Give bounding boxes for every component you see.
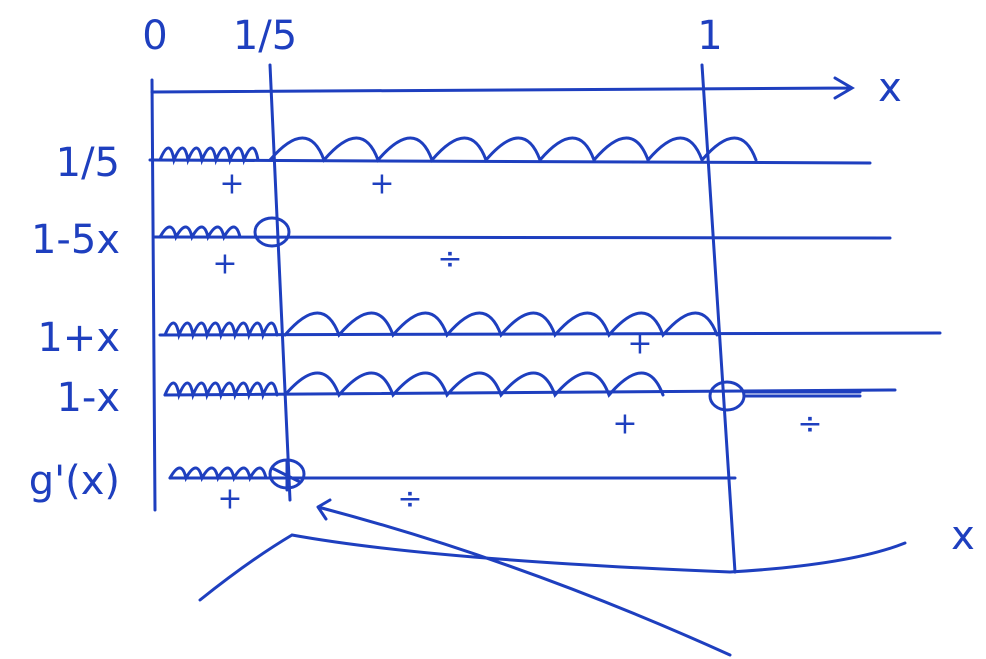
sign: +	[612, 407, 637, 442]
positive-wave	[160, 227, 240, 237]
row-label: 1-5x	[31, 217, 120, 263]
positive-wave	[170, 468, 266, 478]
vertical-line	[152, 80, 155, 510]
sign: ÷	[437, 242, 462, 277]
sign: +	[212, 247, 237, 282]
sign: +	[219, 167, 244, 202]
row-label: g'(x)	[29, 458, 120, 504]
sign-diagram: 0 1/5 1 x x 1/5 + +1-5x + ÷ 1+x +1-x + ÷ g'(x) + ÷	[0, 0, 986, 659]
row-label: 1/5	[56, 140, 120, 186]
sketch-label: x	[951, 513, 975, 559]
sign: +	[369, 167, 394, 202]
axis-name: x	[878, 65, 902, 111]
sketch-arrow	[318, 500, 730, 655]
positive-wave	[270, 138, 756, 160]
axis-tick: 0	[142, 13, 167, 59]
zero-circle	[255, 218, 289, 246]
sign: +	[217, 482, 242, 517]
row-label: 1-x	[56, 375, 120, 421]
vertical-line	[270, 65, 290, 500]
sign: ÷	[397, 482, 422, 517]
row-label: 1+x	[37, 315, 120, 361]
thick-line	[744, 392, 860, 396]
x-axis	[152, 78, 852, 98]
axis-tick: 1/5	[233, 13, 297, 59]
sketch-curve	[200, 535, 905, 600]
axis-tick: 1	[697, 13, 722, 59]
positive-wave	[160, 148, 258, 160]
zero-circle	[710, 382, 744, 410]
row-line	[155, 237, 890, 238]
sign: +	[627, 327, 652, 362]
positive-wave	[165, 323, 277, 335]
sign: ÷	[797, 407, 822, 442]
